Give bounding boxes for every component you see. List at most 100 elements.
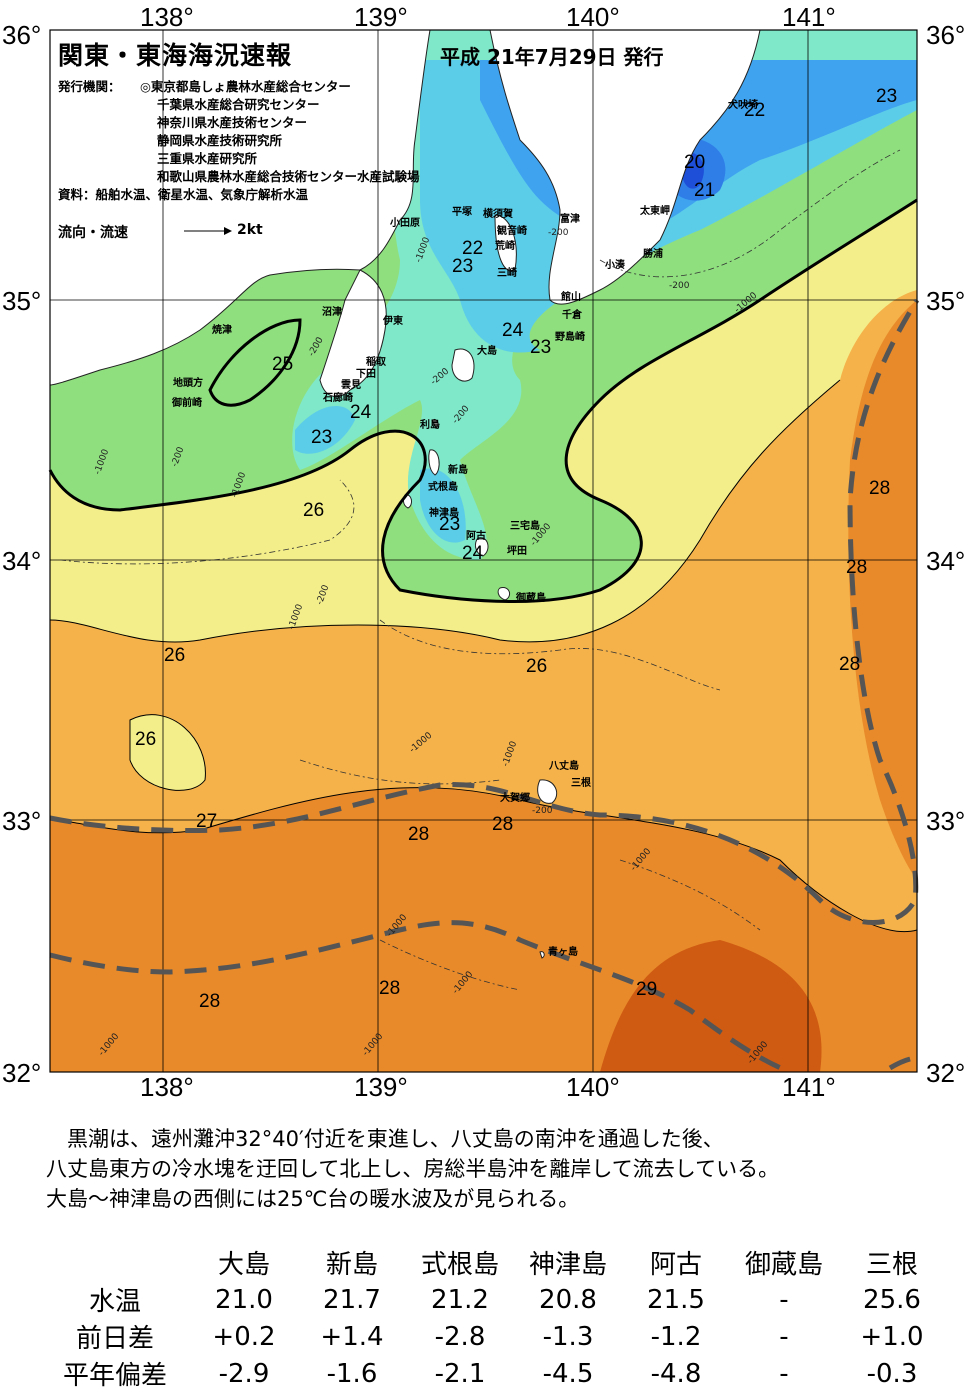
temp-label: 23: [452, 256, 474, 277]
temp-label: 23: [439, 514, 461, 535]
table-cell: 21.2: [431, 1284, 489, 1315]
temp-label: 26: [303, 500, 325, 521]
station-header: 御蔵島: [744, 1250, 823, 1280]
place-label: 小湊: [605, 260, 625, 271]
summary-line: 大島～神津島の西側には25℃台の暖水波及が見られる。: [46, 1187, 580, 1211]
place-label: 沼津: [322, 307, 342, 318]
lat-tick-right: 36°: [926, 20, 966, 50]
table-cell: 25.6: [863, 1284, 921, 1315]
place-label: 青ヶ島: [548, 947, 578, 958]
table-cell: 21.5: [647, 1284, 705, 1315]
lon-tick-top: 138°: [140, 2, 194, 32]
table-cell: +1.4: [320, 1321, 384, 1352]
depth-label: -200: [548, 228, 569, 238]
place-label: 地頭方: [173, 378, 203, 389]
station-table: 大島 新島 式根島 神津島 阿古 御蔵島 三根 水温 21.0 21.7 21.…: [40, 1244, 946, 1392]
lat-tick-left: 32°: [2, 1058, 42, 1088]
temp-label: 23: [876, 86, 898, 107]
row-label: 平年偏差: [62, 1361, 167, 1391]
temp-label: 28: [492, 814, 514, 835]
temp-label: 20: [684, 152, 706, 173]
table-cell: 20.8: [539, 1284, 597, 1315]
table-corner: [40, 1244, 190, 1281]
lon-tick-bottom: 139°: [354, 1072, 408, 1102]
station-header: 新島: [325, 1250, 378, 1280]
lon-tick-bottom: 140°: [566, 1072, 620, 1102]
lat-tick-left: 34°: [2, 546, 42, 576]
lat-tick-right: 33°: [926, 806, 966, 836]
temp-label: 28: [379, 978, 401, 999]
depth-label: -200: [669, 281, 690, 291]
temp-label: 22: [462, 238, 484, 259]
row-label: 水温: [88, 1287, 141, 1317]
table-cell: -2.1: [434, 1358, 486, 1389]
table-cell: +1.0: [860, 1321, 924, 1352]
place-label: 阿古: [466, 531, 486, 542]
place-label: 石廊崎: [323, 393, 353, 404]
place-label: 稲取: [366, 357, 386, 368]
place-label: 御前崎: [172, 398, 202, 409]
table-cell: -: [779, 1321, 789, 1352]
station-header: 阿古: [649, 1250, 702, 1280]
lat-tick-right: 34°: [926, 546, 966, 576]
place-label: 焼津: [212, 325, 232, 336]
temp-label: 23: [530, 337, 552, 358]
issuer-item: ◎東京都島しょ農林水産総合センター: [140, 79, 351, 94]
summary-text: 黒潮は、遠州灘沖32°40′付近を東進し、八丈島の南沖を通過した後、 八丈島東方…: [46, 1124, 946, 1214]
place-label: 千倉: [562, 310, 582, 321]
table-row: 平年偏差 -2.9 -1.6 -2.1 -4.5 -4.8 - -0.3: [40, 1355, 946, 1392]
issuer-item: 静岡県水産技術研究所: [157, 133, 283, 148]
table-header-row: 大島 新島 式根島 神津島 阿古 御蔵島 三根: [40, 1244, 946, 1281]
station-header: 式根島: [420, 1250, 499, 1280]
lon-tick-top: 141°: [782, 2, 836, 32]
table-row: 水温 21.0 21.7 21.2 20.8 21.5 - 25.6: [40, 1281, 946, 1318]
place-label: 利島: [420, 420, 440, 431]
lat-tick-left: 33°: [2, 806, 42, 836]
temp-label: 24: [462, 543, 484, 564]
table-cell: -1.2: [650, 1321, 702, 1352]
place-label: 犬吠埼: [728, 100, 758, 111]
temp-label: 29: [636, 979, 658, 1000]
temp-label: 24: [350, 402, 372, 423]
place-label: 荒崎: [495, 241, 515, 252]
place-label: 館山: [561, 292, 581, 303]
place-label: 大賀郷: [500, 793, 530, 804]
place-label: 式根島: [428, 482, 458, 493]
place-label: 三根: [571, 778, 591, 789]
flow-legend-arrow: [184, 227, 232, 235]
place-label: 御蔵島: [516, 593, 546, 604]
place-label: 三宅島: [510, 521, 540, 532]
map-title: 関東・東海海況速報: [58, 41, 293, 70]
place-label: 雲見: [341, 380, 361, 391]
table-cell: -: [779, 1284, 789, 1315]
issuer-item: 和歌山県農林水産総合技術センター水産試験場: [157, 169, 420, 184]
table-cell: -4.5: [542, 1358, 594, 1389]
place-label: 三崎: [497, 268, 517, 279]
table-cell: -1.3: [542, 1321, 594, 1352]
summary-line: 黒潮は、遠州灘沖32°40′付近を東進し、八丈島の南沖を通過した後、: [46, 1127, 724, 1151]
place-label: 坪田: [507, 546, 527, 557]
temp-label: 23: [311, 427, 333, 448]
place-label: 大島: [477, 346, 497, 357]
lon-tick-bottom: 138°: [140, 1072, 194, 1102]
table-cell: 21.7: [323, 1284, 381, 1315]
place-label: 太東岬: [640, 206, 670, 217]
depth-label: -200: [532, 806, 553, 816]
station-header: 三根: [865, 1250, 918, 1280]
flow-legend-label: 流向・流速: [58, 225, 128, 241]
table-cell: -2.9: [218, 1358, 270, 1389]
place-label: 横須賀: [483, 209, 513, 220]
table-cell: -1.6: [326, 1358, 378, 1389]
station-header: 大島: [217, 1250, 270, 1280]
temp-label: 26: [135, 729, 157, 750]
issuer-item: 神奈川県水産技術センター: [157, 115, 308, 130]
temp-label: 28: [408, 824, 430, 845]
place-label: 観音崎: [497, 226, 527, 237]
place-label: 神津島: [429, 508, 459, 519]
temp-label: 26: [164, 645, 186, 666]
data-sources: 資料：船舶水温、衛星水温、気象庁解析水温: [58, 187, 309, 202]
place-label: 下田: [356, 369, 376, 380]
place-label: 勝浦: [643, 249, 663, 260]
lat-tick-left: 36°: [2, 20, 42, 50]
table-cell: -0.3: [866, 1358, 918, 1389]
